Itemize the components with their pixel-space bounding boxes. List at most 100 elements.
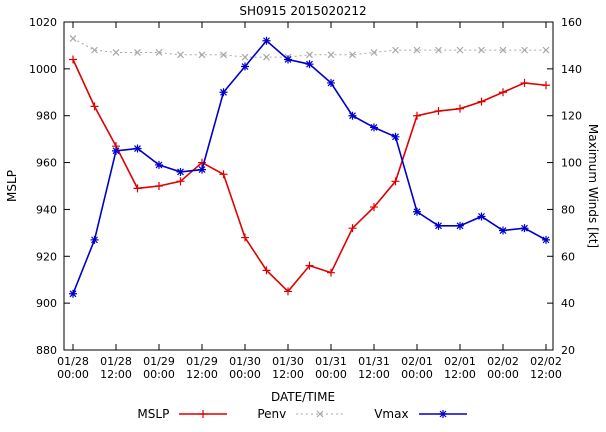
penv-marker (413, 46, 421, 54)
vmax-marker (69, 289, 77, 298)
chart-title: SH0915 2015020212 (239, 4, 367, 18)
mslp-line (72, 59, 547, 293)
vmax-marker (176, 167, 185, 176)
right-axis-label: Maximum Winds [kt] (586, 123, 600, 249)
mslp-marker (133, 184, 142, 193)
legend-label-mslp: MSLP (137, 407, 170, 421)
left-axis-tick-label: 880 (36, 344, 57, 357)
vmax-marker (477, 212, 486, 221)
x-tick-date-label: 01/28 (57, 355, 89, 368)
penv-legend-marker (316, 410, 324, 418)
legend-item-vmax: Vmax (374, 407, 468, 421)
right-axis-tick-label: 60 (561, 250, 575, 263)
penv-marker (69, 34, 77, 42)
x-tick-time-label: 12:00 (100, 368, 132, 381)
penv-marker (198, 51, 206, 59)
vmax-series (69, 36, 550, 298)
right-axis-tick-label: 80 (561, 203, 575, 216)
vmax-marker (413, 207, 421, 216)
mslp-legend-marker (199, 410, 208, 418)
penv-marker (263, 53, 270, 61)
right-axis-tick-label: 140 (561, 63, 582, 76)
mslp-marker (413, 111, 421, 120)
x-tick-date-label: 01/30 (229, 355, 261, 368)
mslp-marker (520, 78, 529, 87)
x-axis-label: DATE/TIME (270, 390, 336, 404)
x-tick-time-label: 00:00 (315, 368, 347, 381)
vmax-marker (90, 235, 99, 244)
penv-marker (220, 51, 227, 59)
penv-series (69, 34, 550, 61)
penv-marker (542, 46, 550, 54)
x-tick-time-label: 12:00 (444, 368, 476, 381)
x-tick-date-label: 02/01 (444, 355, 476, 368)
vmax-marker (542, 235, 550, 244)
x-tick-time-label: 00:00 (487, 368, 519, 381)
left-axis-tick-label: 940 (36, 203, 57, 216)
x-tick-time-label: 00:00 (143, 368, 175, 381)
vmax-marker (198, 165, 206, 174)
penv-marker (177, 51, 184, 59)
x-tick-time-label: 12:00 (530, 368, 562, 381)
vmax-marker (348, 111, 357, 120)
vmax-marker (456, 221, 464, 230)
mslp-marker (262, 266, 271, 275)
penv-marker (134, 49, 141, 56)
penv-marker (392, 46, 399, 54)
vmax-marker (155, 160, 163, 169)
penv-marker (112, 49, 120, 56)
mslp-marker (434, 107, 443, 116)
right-axis-tick-label: 100 (561, 157, 582, 170)
mslp-marker (69, 55, 77, 64)
mslp-marker (90, 102, 99, 111)
vmax-marker (305, 60, 314, 69)
vmax-line (72, 39, 547, 295)
penv-marker (155, 49, 163, 56)
mslp-marker (155, 182, 163, 190)
vmax-marker (133, 144, 142, 153)
mslp-marker (477, 97, 486, 106)
vmax-marker (327, 78, 335, 87)
right-axis-tick-label: 120 (561, 110, 582, 123)
x-tick-date-label: 02/02 (487, 355, 519, 368)
mslp-marker (456, 104, 464, 113)
vmax-marker (520, 224, 529, 233)
penv-marker (306, 51, 313, 59)
x-tick-date-label: 01/31 (358, 355, 390, 368)
mslp-marker (370, 203, 378, 212)
vmax-marker (262, 36, 271, 45)
vmax-marker (284, 55, 292, 64)
vmax-marker (112, 146, 120, 155)
x-tick-date-label: 01/28 (100, 355, 132, 368)
x-tick-time-label: 12:00 (358, 368, 390, 381)
mslp-marker (542, 81, 550, 90)
penv-marker (327, 51, 335, 59)
penv-line (72, 37, 546, 58)
penv-marker (456, 46, 464, 54)
mslp-marker (241, 233, 249, 242)
left-axis-tick-label: 1000 (29, 63, 57, 76)
legend-sample-penv-line (296, 410, 345, 418)
vmax-marker (219, 88, 228, 97)
legend-label-vmax: Vmax (374, 407, 409, 421)
mslp-series (69, 55, 550, 296)
x-tick-time-label: 12:00 (272, 368, 304, 381)
legend: MSLP Penv Vmax (0, 407, 606, 421)
vmax-marker (434, 221, 443, 230)
penv-marker (349, 51, 356, 59)
mslp-marker (176, 177, 185, 186)
legend-sample-mslp-line (179, 410, 228, 418)
vmax-marker (241, 62, 249, 71)
left-axis-tick-label: 980 (36, 110, 57, 123)
x-tick-date-label: 01/29 (143, 355, 175, 368)
legend-sample-vmax-line (418, 410, 467, 418)
penv-marker (241, 53, 249, 61)
vmax-marker (391, 132, 400, 141)
x-tick-date-label: 02/02 (530, 355, 562, 368)
legend-item-mslp: MSLP (137, 407, 229, 421)
mslp-marker (348, 224, 357, 233)
mslp-marker (391, 177, 400, 186)
mslp-marker (284, 287, 292, 296)
right-axis-tick-label: 40 (561, 297, 575, 310)
